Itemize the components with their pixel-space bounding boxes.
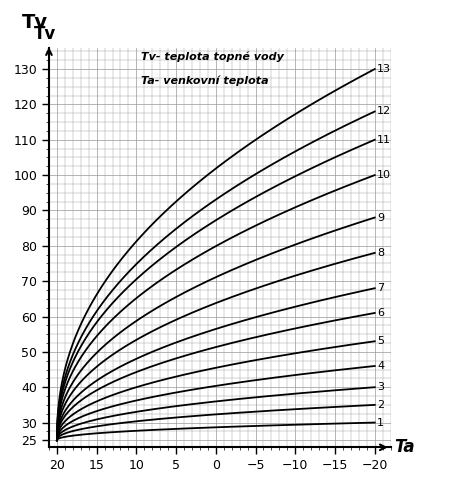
Text: 4: 4 <box>376 361 384 371</box>
Text: 7: 7 <box>376 283 384 293</box>
Text: Tv: Tv <box>34 25 56 43</box>
Text: Ta- venkovní teplota: Ta- venkovní teplota <box>141 76 268 87</box>
Text: 6: 6 <box>376 308 383 318</box>
Text: Tv: Tv <box>21 13 48 32</box>
Text: 9: 9 <box>376 212 384 223</box>
Text: 13: 13 <box>376 64 390 74</box>
Text: 2: 2 <box>376 400 384 410</box>
Text: Tv- teplota topné vody: Tv- teplota topné vody <box>141 52 283 62</box>
Text: 1: 1 <box>376 417 383 428</box>
Text: 12: 12 <box>376 106 390 117</box>
Text: 3: 3 <box>376 382 383 392</box>
Text: 8: 8 <box>376 248 384 258</box>
Text: 10: 10 <box>376 170 390 180</box>
Text: 5: 5 <box>376 336 383 346</box>
Text: Ta: Ta <box>394 438 415 456</box>
Text: 11: 11 <box>376 135 390 145</box>
